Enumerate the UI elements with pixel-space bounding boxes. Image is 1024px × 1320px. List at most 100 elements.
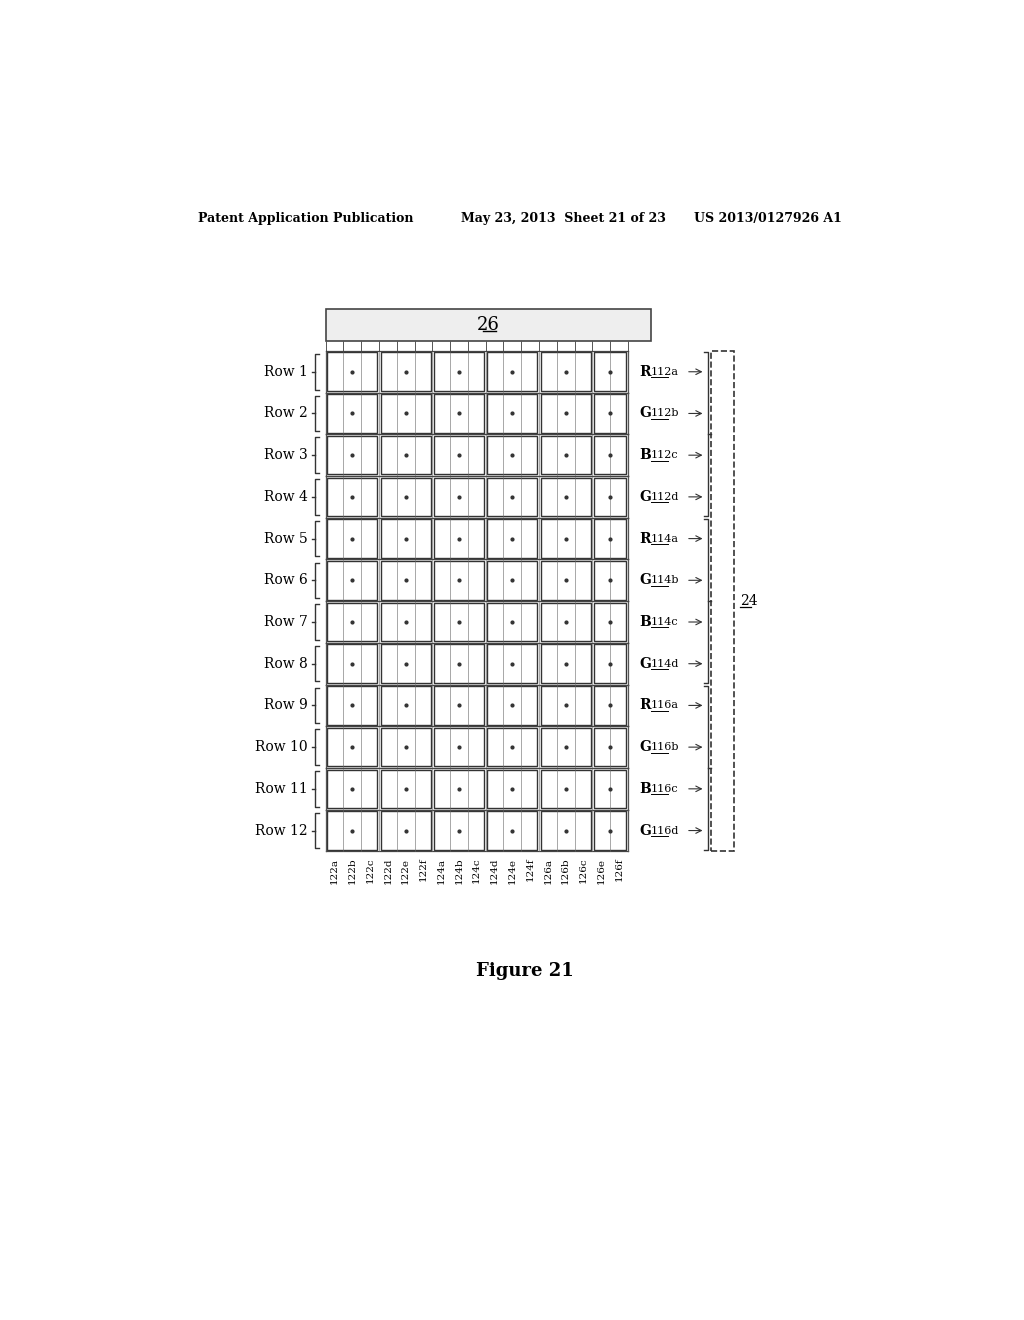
Bar [328, 686, 378, 725]
Text: 124a: 124a [436, 858, 445, 883]
Text: G: G [640, 407, 651, 421]
Bar [434, 603, 484, 642]
Text: R: R [640, 364, 651, 379]
Bar [541, 686, 591, 725]
Bar [381, 812, 431, 850]
Bar [434, 519, 484, 558]
Text: Row 1: Row 1 [264, 364, 308, 379]
Text: Row 12: Row 12 [255, 824, 308, 838]
Text: 126f: 126f [614, 858, 624, 882]
Text: 124b: 124b [455, 858, 464, 884]
Bar [434, 352, 484, 391]
Text: 124d: 124d [490, 858, 499, 884]
Text: R: R [640, 698, 651, 713]
Bar [594, 478, 627, 516]
Text: B: B [640, 615, 651, 630]
Bar [594, 603, 627, 642]
Bar [594, 770, 627, 808]
Bar [541, 603, 591, 642]
Bar [326, 477, 628, 517]
Bar [326, 809, 628, 851]
Bar [594, 395, 627, 433]
Text: 112b: 112b [651, 408, 680, 418]
Bar [434, 395, 484, 433]
Text: B: B [640, 781, 651, 796]
Bar [487, 644, 538, 682]
Bar [487, 603, 538, 642]
Bar [326, 601, 628, 643]
Text: Row 2: Row 2 [264, 407, 308, 421]
Bar [434, 644, 484, 682]
Bar [487, 395, 538, 433]
Bar [381, 395, 431, 433]
Bar [381, 352, 431, 391]
Text: 112a: 112a [651, 367, 679, 376]
Bar [328, 561, 378, 599]
Bar [328, 770, 378, 808]
Text: 114a: 114a [651, 533, 679, 544]
Text: 124e: 124e [508, 858, 517, 883]
Bar [381, 603, 431, 642]
Text: Figure 21: Figure 21 [476, 962, 573, 979]
Bar [328, 395, 378, 433]
Bar [381, 686, 431, 725]
Bar [434, 812, 484, 850]
Bar [328, 436, 378, 474]
Bar [594, 561, 627, 599]
Bar [434, 727, 484, 767]
Bar [328, 352, 378, 391]
Text: 124f: 124f [525, 858, 535, 882]
Text: Row 4: Row 4 [264, 490, 308, 504]
Bar [487, 352, 538, 391]
Text: Row 6: Row 6 [264, 573, 308, 587]
Text: 114b: 114b [651, 576, 680, 585]
Bar [434, 686, 484, 725]
Text: Patent Application Publication: Patent Application Publication [198, 213, 414, 224]
Bar [326, 392, 628, 434]
Bar [487, 770, 538, 808]
Bar [381, 770, 431, 808]
Text: 126e: 126e [597, 858, 606, 883]
Text: G: G [640, 824, 651, 838]
Bar [541, 395, 591, 433]
Bar [434, 436, 484, 474]
Bar [328, 727, 378, 767]
Bar [381, 644, 431, 682]
Bar [381, 519, 431, 558]
Text: Row 3: Row 3 [264, 449, 308, 462]
Bar [541, 436, 591, 474]
Bar [487, 519, 538, 558]
Bar [594, 812, 627, 850]
Bar [541, 478, 591, 516]
Bar [381, 436, 431, 474]
Text: Row 11: Row 11 [255, 781, 308, 796]
Bar [326, 434, 628, 477]
Bar [328, 519, 378, 558]
Bar [594, 436, 627, 474]
Bar [487, 727, 538, 767]
Text: Row 7: Row 7 [264, 615, 308, 630]
Bar [381, 727, 431, 767]
Bar [541, 727, 591, 767]
Bar [381, 478, 431, 516]
Bar [487, 561, 538, 599]
Text: 126a: 126a [544, 858, 552, 883]
Bar [541, 352, 591, 391]
Text: 24: 24 [740, 594, 758, 609]
Text: Row 10: Row 10 [255, 741, 308, 754]
Bar [326, 643, 628, 685]
Text: 116c: 116c [651, 784, 679, 793]
Bar [541, 519, 591, 558]
Text: 126b: 126b [561, 858, 570, 884]
Bar [594, 686, 627, 725]
Bar [594, 727, 627, 767]
Bar [487, 478, 538, 516]
Bar [434, 770, 484, 808]
Bar [487, 812, 538, 850]
Text: Row 8: Row 8 [264, 657, 308, 671]
Text: Row 9: Row 9 [264, 698, 308, 713]
Bar [434, 478, 484, 516]
Text: May 23, 2013  Sheet 21 of 23: May 23, 2013 Sheet 21 of 23 [461, 213, 667, 224]
Bar [541, 644, 591, 682]
Text: 116a: 116a [651, 701, 679, 710]
